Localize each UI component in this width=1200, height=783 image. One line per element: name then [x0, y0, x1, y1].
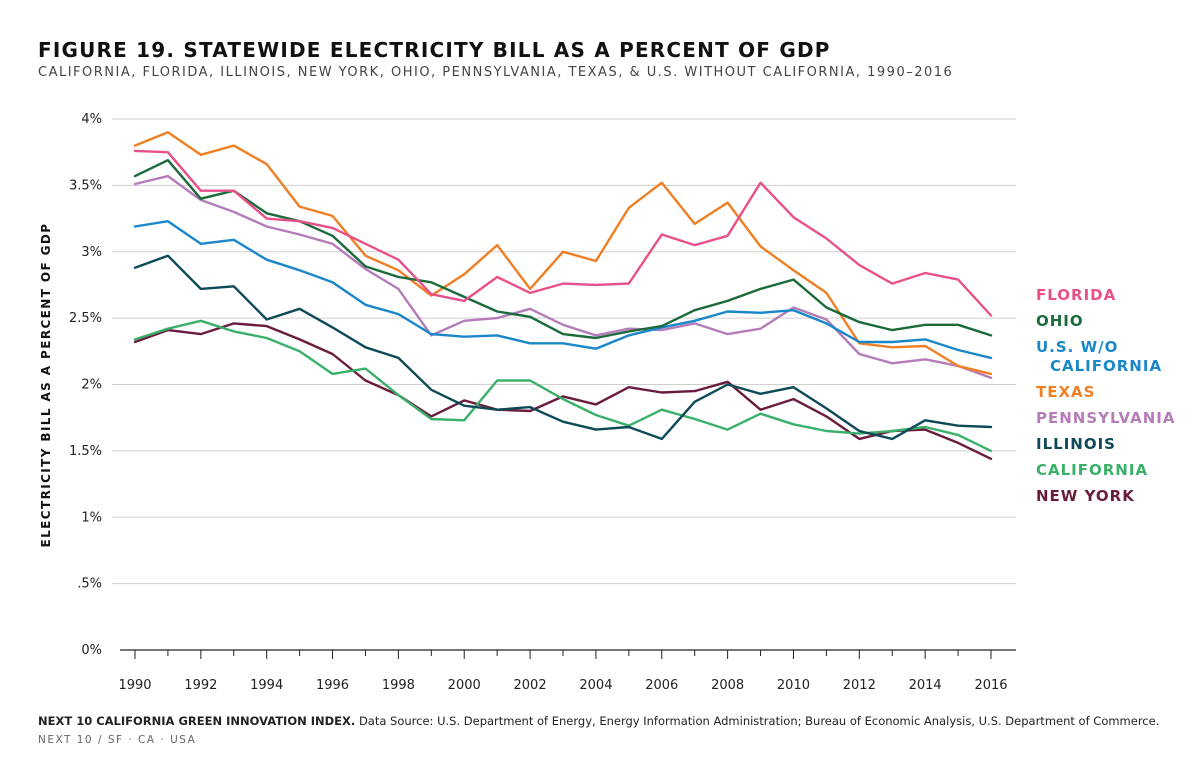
x-tick-label: 2006 [645, 678, 678, 693]
legend-item: ILLINOIS [1036, 435, 1116, 453]
y-tick-label: 0% [81, 643, 102, 658]
x-tick-label: 1996 [316, 678, 349, 693]
series-line-texas [133, 131, 993, 376]
chart-subtitle: CALIFORNIA, FLORIDA, ILLINOIS, NEW YORK,… [38, 65, 954, 80]
series-line-pennsylvania [133, 174, 993, 380]
x-tick-label: 2016 [974, 678, 1007, 693]
legend-item: TEXAS [1036, 383, 1095, 401]
legend-item: OHIO [1036, 312, 1084, 330]
y-axis-ticks: 0% .5% 1% 1.5% 2% 2.5% 3% 3.5% 4% [69, 112, 102, 658]
y-tick-label: .5% [77, 577, 102, 592]
legend-item: CALIFORNIA [1036, 461, 1148, 479]
x-tick-label: 2000 [448, 678, 481, 693]
y-tick-label: 2.5% [69, 311, 102, 326]
y-tick-label: 1% [81, 510, 102, 525]
series-lines [133, 131, 993, 460]
series-line-new-york [133, 322, 993, 460]
legend-item: U.S. W/O [1036, 338, 1118, 356]
legend-item: FLORIDA [1036, 286, 1116, 304]
x-tick-label: 2004 [579, 678, 612, 693]
source-note: NEXT 10 CALIFORNIA GREEN INNOVATION INDE… [38, 714, 1159, 728]
y-tick-label: 3% [81, 245, 102, 260]
x-tick-label: 2008 [711, 678, 744, 693]
y-tick-label: 1.5% [69, 444, 102, 459]
source-title: NEXT 10 CALIFORNIA GREEN INNOVATION INDE… [38, 714, 356, 728]
x-tick-label: 1992 [184, 678, 217, 693]
legend-item: NEW YORK [1036, 487, 1135, 505]
x-tick-label: 1998 [382, 678, 415, 693]
x-tick-label: 1990 [118, 678, 151, 693]
legend-item: PENNSYLVANIA [1036, 409, 1175, 427]
chart-title: FIGURE 19. STATEWIDE ELECTRICITY BILL AS… [38, 38, 831, 62]
x-tick-label: 1994 [250, 678, 283, 693]
x-axis: 1990 1992 1994 1996 1998 2000 2002 2004 2006 2008… [118, 649, 1016, 693]
series-line-illinois [133, 254, 993, 441]
org-note: NEXT 10 / SF · CA · USA [38, 734, 197, 746]
y-tick-label: 3.5% [69, 178, 102, 193]
series-line-california [133, 319, 993, 453]
x-tick-label: 2012 [843, 678, 876, 693]
x-tick-label: 2014 [909, 678, 942, 693]
x-tick-label: 2010 [777, 678, 810, 693]
y-axis-label: ELECTRICITY BILL AS A PERCENT OF GDP [39, 223, 53, 548]
legend-item-line2: CALIFORNIA [1050, 357, 1162, 375]
gridlines [112, 118, 1016, 585]
y-tick-label: 2% [81, 378, 102, 393]
x-tick-label: 2002 [514, 678, 547, 693]
series-line-florida [133, 149, 993, 317]
series-line-ohio [133, 158, 993, 340]
series-line-u-s-w-o [133, 219, 993, 360]
y-tick-label: 4% [81, 112, 102, 127]
source-text: Data Source: U.S. Department of Energy, … [358, 714, 1160, 728]
